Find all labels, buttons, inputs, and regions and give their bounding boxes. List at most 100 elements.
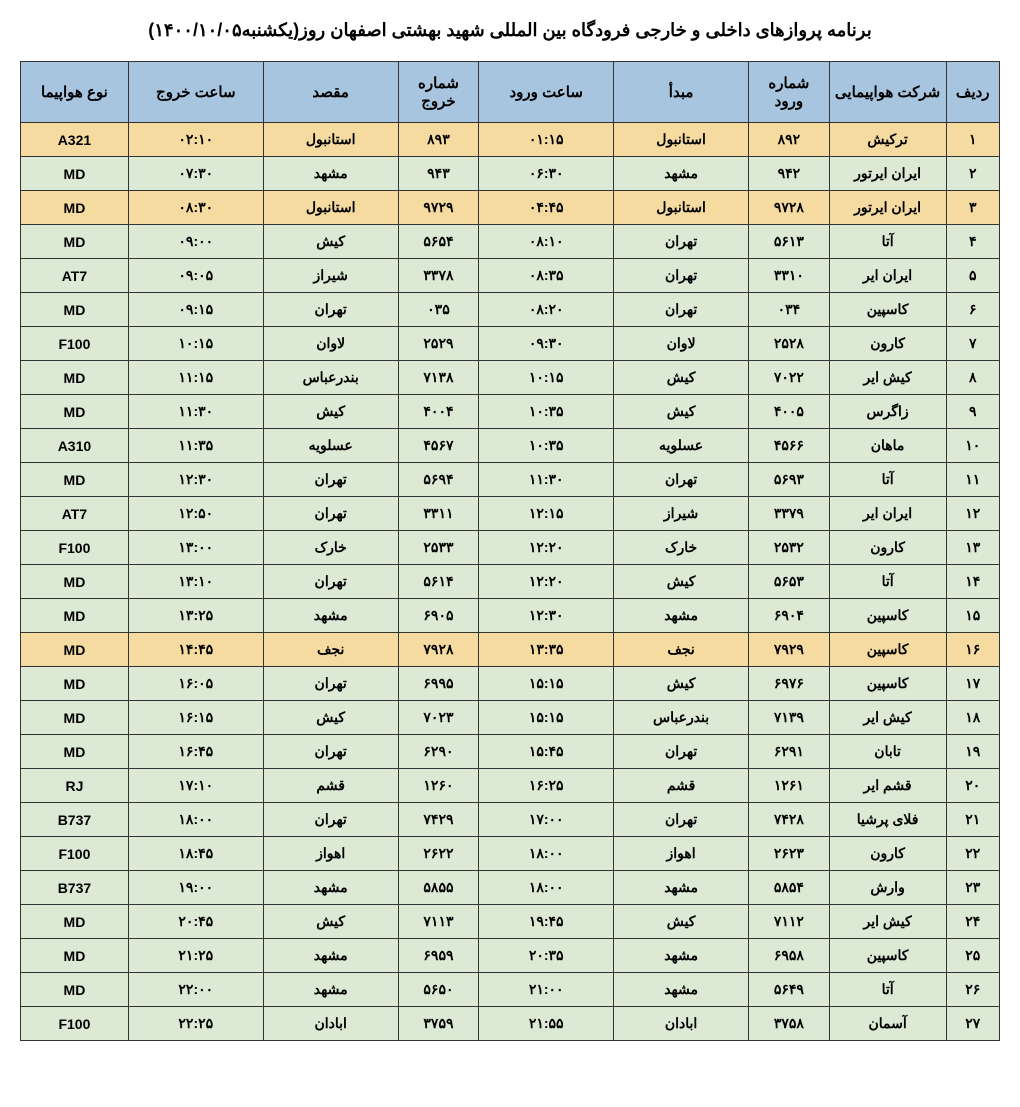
cell-depnum: ۲۶۲۲	[398, 837, 479, 871]
cell-arrtime: ۱۲:۲۰	[479, 565, 614, 599]
cell-origin: مشهد	[614, 871, 749, 905]
cell-type: MD	[21, 939, 129, 973]
cell-deptime: ۱۱:۱۵	[128, 361, 263, 395]
cell-origin: نجف	[614, 633, 749, 667]
cell-n: ۱۸	[946, 701, 1000, 735]
cell-depnum: ۷۱۳۸	[398, 361, 479, 395]
cell-n: ۲۳	[946, 871, 1000, 905]
cell-deptime: ۰۹:۰۰	[128, 225, 263, 259]
cell-dest: استانبول	[263, 123, 398, 157]
table-row: ۱۲ایران ایر۳۳۷۹شیراز۱۲:۱۵۳۳۱۱تهران۱۲:۵۰A…	[21, 497, 1000, 531]
cell-deptime: ۲۲:۲۵	[128, 1007, 263, 1041]
col-row: ردیف	[946, 62, 1000, 123]
cell-arrnum: ۴۵۶۶	[749, 429, 830, 463]
cell-type: F100	[21, 1007, 129, 1041]
cell-dest: اهواز	[263, 837, 398, 871]
cell-deptime: ۰۸:۳۰	[128, 191, 263, 225]
cell-deptime: ۰۹:۱۵	[128, 293, 263, 327]
cell-arrtime: ۱۵:۱۵	[479, 701, 614, 735]
cell-deptime: ۱۶:۴۵	[128, 735, 263, 769]
cell-deptime: ۱۸:۴۵	[128, 837, 263, 871]
table-row: ۱ترکیش۸۹۲استانبول۰۱:۱۵۸۹۳استانبول۰۲:۱۰A3…	[21, 123, 1000, 157]
cell-deptime: ۱۹:۰۰	[128, 871, 263, 905]
cell-arrtime: ۱۵:۴۵	[479, 735, 614, 769]
cell-n: ۱۰	[946, 429, 1000, 463]
cell-origin: قشم	[614, 769, 749, 803]
cell-airline: کارون	[829, 531, 946, 565]
cell-airline: آتا	[829, 565, 946, 599]
cell-dest: کیش	[263, 225, 398, 259]
cell-n: ۱۴	[946, 565, 1000, 599]
cell-dest: استانبول	[263, 191, 398, 225]
cell-type: MD	[21, 633, 129, 667]
cell-arrtime: ۰۸:۲۰	[479, 293, 614, 327]
table-row: ۵ایران ایر۳۳۱۰تهران۰۸:۳۵۳۳۷۸شیراز۰۹:۰۵AT…	[21, 259, 1000, 293]
cell-arrnum: ۷۹۲۹	[749, 633, 830, 667]
cell-deptime: ۰۲:۱۰	[128, 123, 263, 157]
table-row: ۱۳کارون۲۵۳۲خارک۱۲:۲۰۲۵۳۳خارک۱۳:۰۰F100	[21, 531, 1000, 565]
cell-type: MD	[21, 225, 129, 259]
cell-dest: کیش	[263, 905, 398, 939]
cell-origin: خارک	[614, 531, 749, 565]
cell-n: ۱۵	[946, 599, 1000, 633]
table-row: ۲۶آتا۵۶۴۹مشهد۲۱:۰۰۵۶۵۰مشهد۲۲:۰۰MD	[21, 973, 1000, 1007]
cell-depnum: ۶۹۰۵	[398, 599, 479, 633]
cell-type: MD	[21, 667, 129, 701]
cell-n: ۲۴	[946, 905, 1000, 939]
cell-n: ۲۲	[946, 837, 1000, 871]
cell-arrtime: ۰۹:۳۰	[479, 327, 614, 361]
cell-arrtime: ۰۱:۱۵	[479, 123, 614, 157]
cell-dest: تهران	[263, 565, 398, 599]
cell-arrnum: ۳۳۱۰	[749, 259, 830, 293]
cell-depnum: ۱۲۶۰	[398, 769, 479, 803]
cell-type: MD	[21, 599, 129, 633]
cell-airline: آتا	[829, 973, 946, 1007]
cell-dest: بندرعباس	[263, 361, 398, 395]
table-row: ۶کاسپین۰۳۴تهران۰۸:۲۰۰۳۵تهران۰۹:۱۵MD	[21, 293, 1000, 327]
cell-n: ۲	[946, 157, 1000, 191]
cell-arrnum: ۷۰۲۲	[749, 361, 830, 395]
cell-origin: عسلویه	[614, 429, 749, 463]
cell-arrnum: ۲۵۳۲	[749, 531, 830, 565]
col-airline: شرکت هواپیمایی	[829, 62, 946, 123]
cell-type: MD	[21, 701, 129, 735]
cell-arrtime: ۱۰:۳۵	[479, 395, 614, 429]
cell-type: MD	[21, 293, 129, 327]
cell-n: ۳	[946, 191, 1000, 225]
cell-airline: فلای پرشیا	[829, 803, 946, 837]
cell-type: MD	[21, 191, 129, 225]
cell-arrtime: ۱۹:۴۵	[479, 905, 614, 939]
cell-depnum: ۶۲۹۰	[398, 735, 479, 769]
cell-dest: خارک	[263, 531, 398, 565]
cell-arrnum: ۲۶۲۳	[749, 837, 830, 871]
cell-airline: کیش ایر	[829, 361, 946, 395]
cell-type: MD	[21, 973, 129, 1007]
cell-dest: ابادان	[263, 1007, 398, 1041]
cell-n: ۹	[946, 395, 1000, 429]
cell-n: ۱	[946, 123, 1000, 157]
cell-origin: شیراز	[614, 497, 749, 531]
cell-depnum: ۶۹۹۵	[398, 667, 479, 701]
cell-arrtime: ۱۸:۰۰	[479, 871, 614, 905]
table-header-row: ردیف شرکت هواپیمایی شماره ورود مبدأ ساعت…	[21, 62, 1000, 123]
col-origin: مبدأ	[614, 62, 749, 123]
cell-type: B737	[21, 871, 129, 905]
cell-arrnum: ۹۴۲	[749, 157, 830, 191]
cell-arrtime: ۱۶:۲۵	[479, 769, 614, 803]
cell-depnum: ۹۴۳	[398, 157, 479, 191]
cell-airline: کارون	[829, 327, 946, 361]
cell-arrnum: ۶۹۰۴	[749, 599, 830, 633]
table-row: ۱۹تابان۶۲۹۱تهران۱۵:۴۵۶۲۹۰تهران۱۶:۴۵MD	[21, 735, 1000, 769]
cell-n: ۲۵	[946, 939, 1000, 973]
cell-airline: کارون	[829, 837, 946, 871]
cell-arrtime: ۱۲:۳۰	[479, 599, 614, 633]
cell-deptime: ۱۳:۰۰	[128, 531, 263, 565]
cell-arrtime: ۱۷:۰۰	[479, 803, 614, 837]
cell-airline: کیش ایر	[829, 905, 946, 939]
cell-type: A310	[21, 429, 129, 463]
cell-type: B737	[21, 803, 129, 837]
cell-dest: تهران	[263, 735, 398, 769]
table-row: ۱۸کیش ایر۷۱۳۹بندرعباس۱۵:۱۵۷۰۲۳کیش۱۶:۱۵MD	[21, 701, 1000, 735]
cell-airline: ایران ایر	[829, 497, 946, 531]
cell-depnum: ۰۳۵	[398, 293, 479, 327]
